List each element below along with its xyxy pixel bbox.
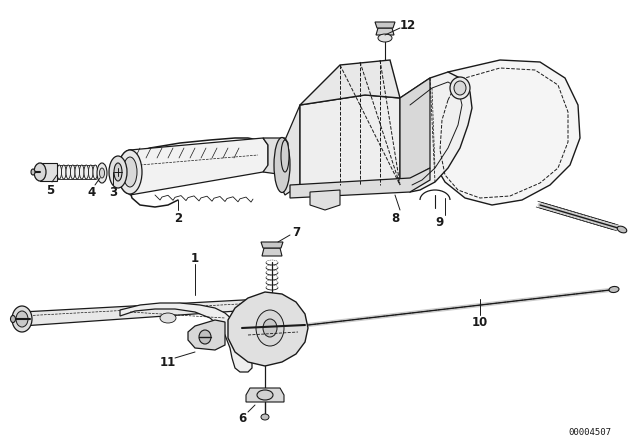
Ellipse shape bbox=[109, 156, 127, 188]
Ellipse shape bbox=[199, 330, 211, 344]
Ellipse shape bbox=[118, 150, 142, 194]
Polygon shape bbox=[263, 138, 288, 175]
Ellipse shape bbox=[88, 165, 93, 179]
Ellipse shape bbox=[281, 140, 289, 172]
Ellipse shape bbox=[454, 81, 466, 95]
Text: 6: 6 bbox=[238, 412, 246, 425]
Text: 9: 9 bbox=[436, 215, 444, 228]
Ellipse shape bbox=[617, 226, 627, 233]
Ellipse shape bbox=[123, 157, 137, 187]
Polygon shape bbox=[376, 28, 394, 35]
Polygon shape bbox=[280, 105, 300, 195]
Text: 8: 8 bbox=[391, 211, 399, 224]
Polygon shape bbox=[228, 292, 308, 366]
Ellipse shape bbox=[97, 163, 107, 183]
Ellipse shape bbox=[256, 310, 284, 346]
Polygon shape bbox=[120, 303, 252, 372]
Polygon shape bbox=[300, 95, 400, 192]
Ellipse shape bbox=[16, 311, 28, 327]
Ellipse shape bbox=[257, 390, 273, 400]
Ellipse shape bbox=[34, 163, 46, 181]
Polygon shape bbox=[290, 168, 430, 198]
Ellipse shape bbox=[160, 313, 176, 323]
Ellipse shape bbox=[450, 77, 470, 99]
Ellipse shape bbox=[79, 165, 84, 179]
Ellipse shape bbox=[31, 169, 35, 175]
Ellipse shape bbox=[274, 138, 290, 193]
Ellipse shape bbox=[57, 165, 61, 179]
Text: 2: 2 bbox=[174, 211, 182, 224]
Text: 10: 10 bbox=[472, 315, 488, 328]
Ellipse shape bbox=[75, 165, 79, 179]
Polygon shape bbox=[261, 242, 283, 248]
Text: 4: 4 bbox=[88, 185, 96, 198]
Text: 3: 3 bbox=[109, 185, 117, 198]
Ellipse shape bbox=[378, 34, 392, 42]
Polygon shape bbox=[300, 60, 400, 105]
Text: 11: 11 bbox=[160, 356, 176, 369]
Polygon shape bbox=[400, 72, 472, 192]
Ellipse shape bbox=[93, 165, 97, 179]
Ellipse shape bbox=[10, 315, 15, 323]
Polygon shape bbox=[310, 190, 340, 210]
Text: 7: 7 bbox=[292, 225, 300, 238]
Polygon shape bbox=[128, 138, 268, 195]
Polygon shape bbox=[188, 320, 225, 350]
Text: 00004507: 00004507 bbox=[568, 427, 611, 436]
Text: 12: 12 bbox=[400, 18, 416, 31]
Ellipse shape bbox=[70, 165, 75, 179]
Ellipse shape bbox=[66, 165, 70, 179]
Ellipse shape bbox=[609, 286, 619, 293]
Text: 5: 5 bbox=[46, 184, 54, 197]
Polygon shape bbox=[400, 78, 430, 185]
Polygon shape bbox=[22, 298, 280, 326]
Polygon shape bbox=[246, 388, 284, 402]
Polygon shape bbox=[40, 163, 57, 181]
Polygon shape bbox=[262, 248, 282, 256]
Polygon shape bbox=[432, 60, 580, 205]
Ellipse shape bbox=[84, 165, 88, 179]
Ellipse shape bbox=[123, 157, 137, 187]
Ellipse shape bbox=[12, 306, 32, 332]
Ellipse shape bbox=[114, 163, 122, 181]
Ellipse shape bbox=[99, 168, 104, 178]
Ellipse shape bbox=[61, 165, 66, 179]
Ellipse shape bbox=[118, 150, 142, 194]
Ellipse shape bbox=[261, 414, 269, 420]
Text: 1: 1 bbox=[191, 251, 199, 264]
Polygon shape bbox=[375, 22, 395, 28]
Ellipse shape bbox=[263, 319, 277, 337]
